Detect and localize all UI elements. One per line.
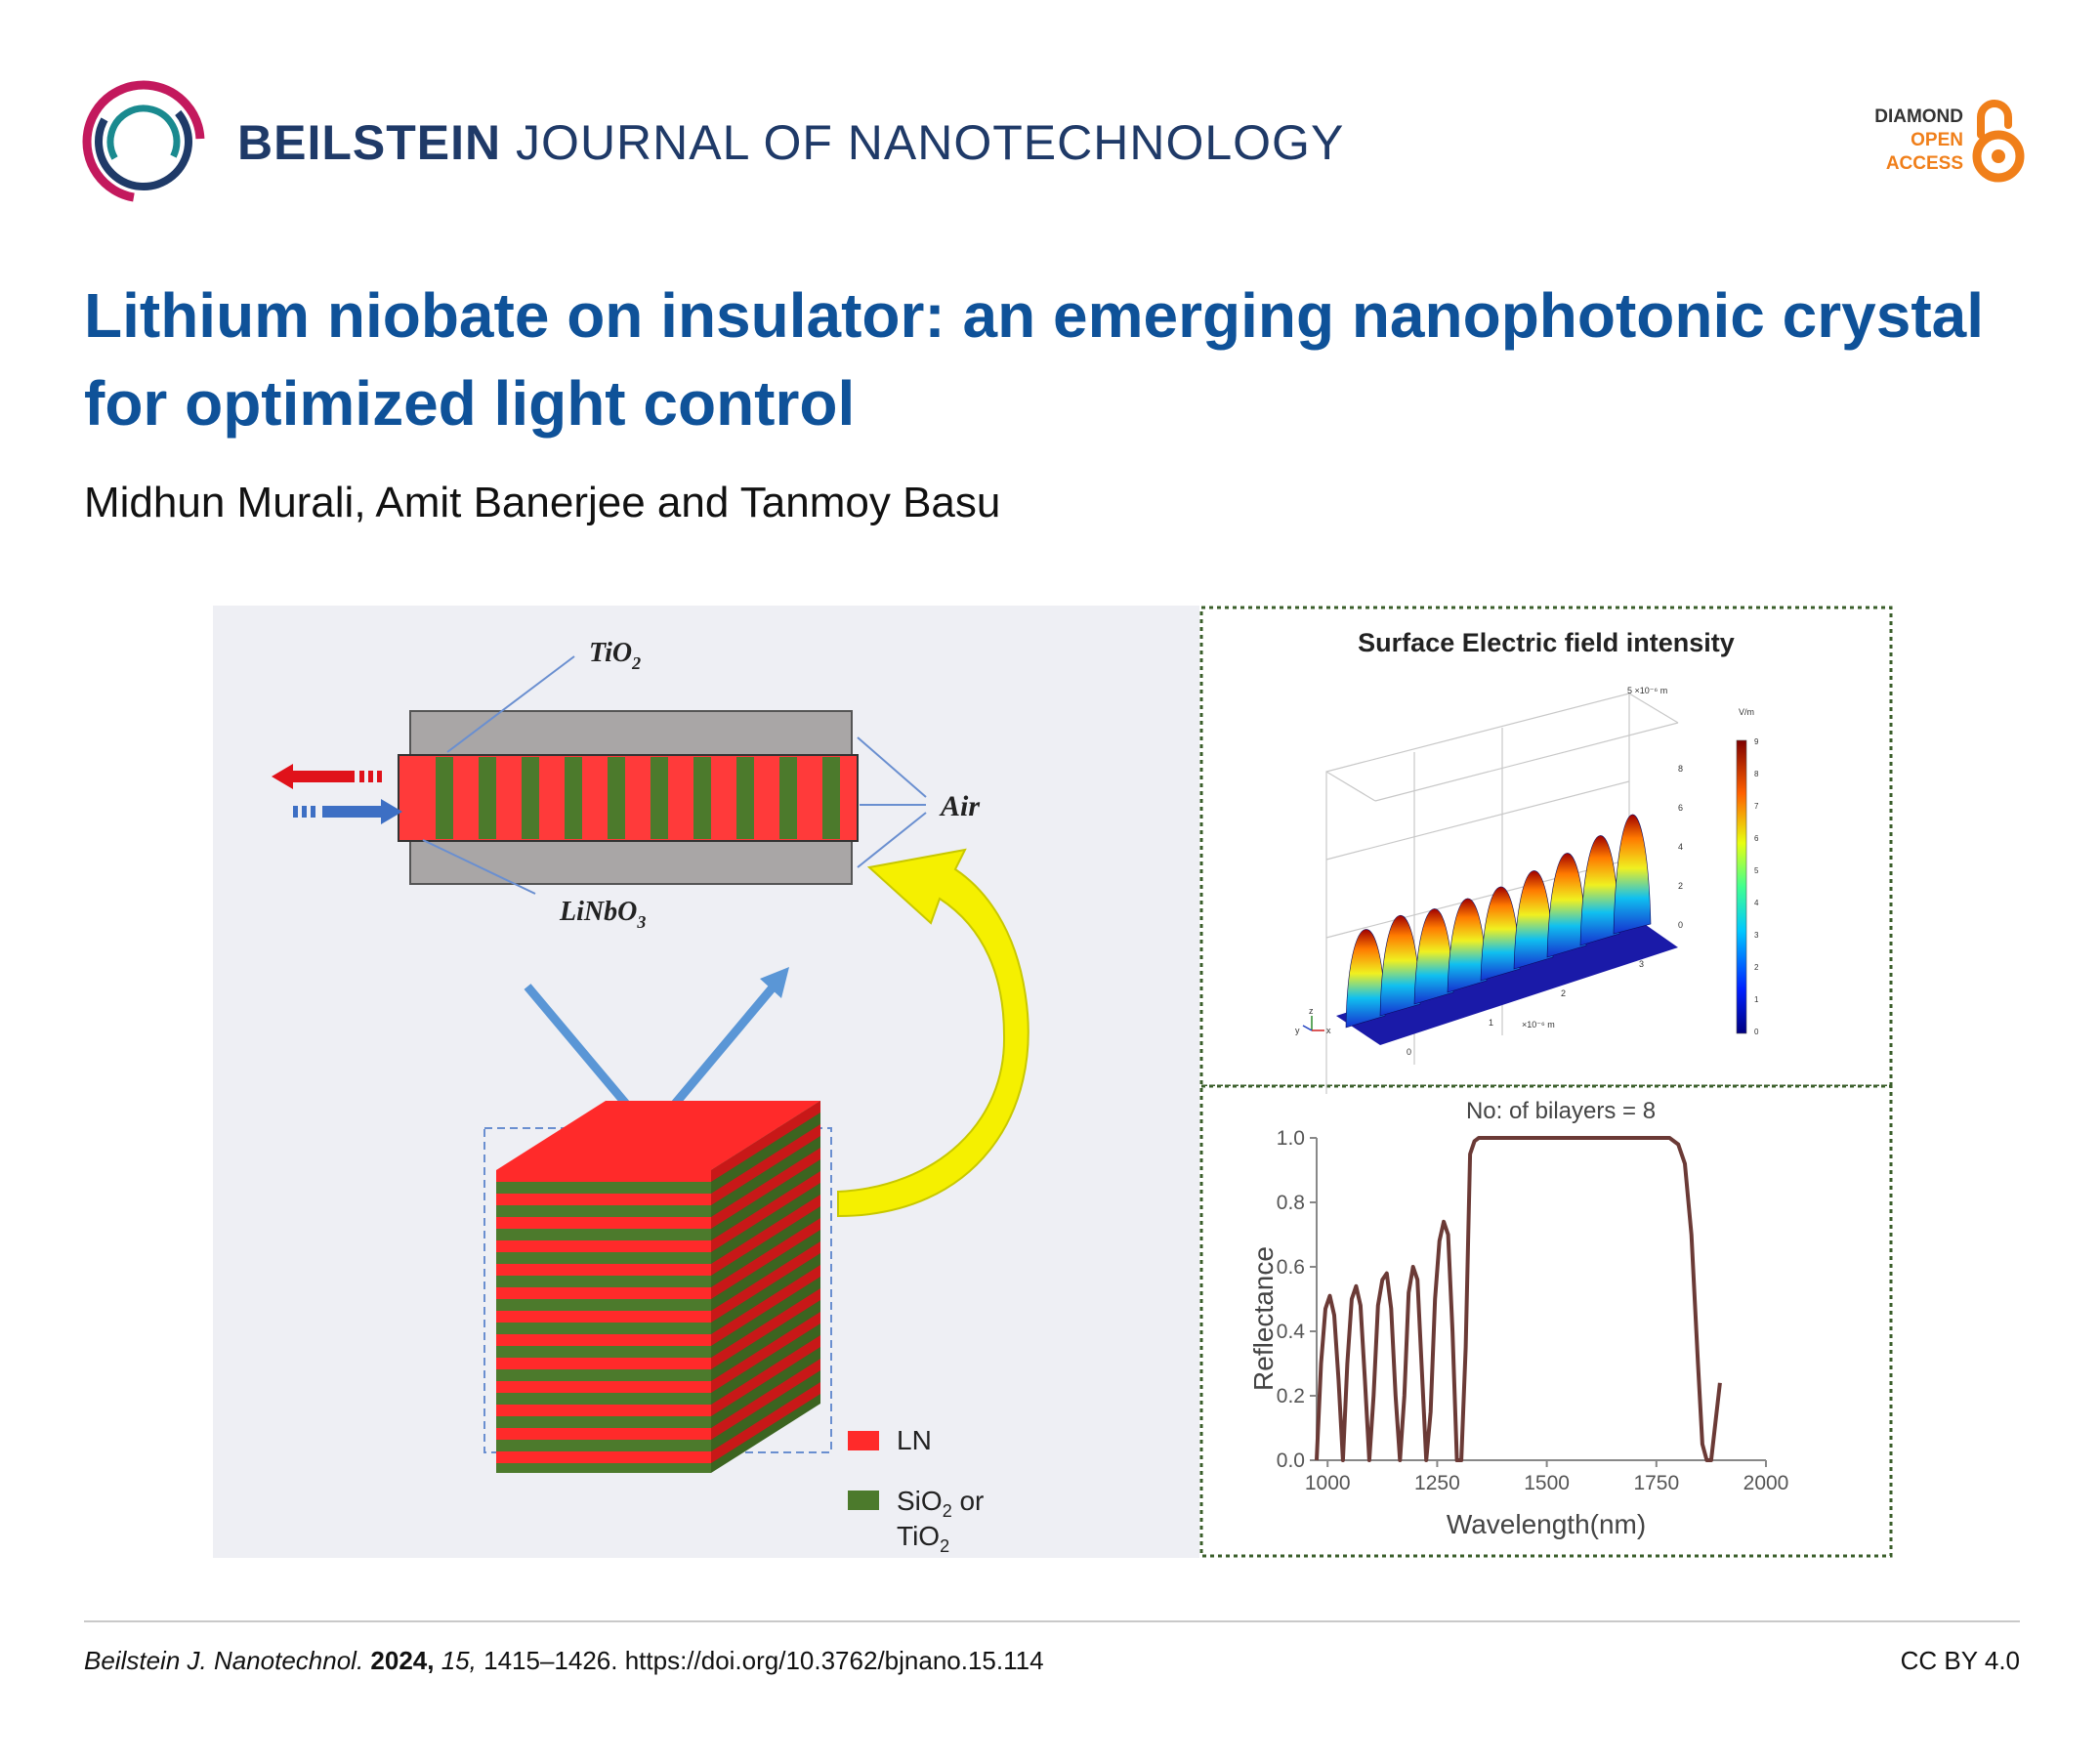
x-tick-label: 1000: [1305, 1472, 1351, 1494]
z-tick-2: 2: [1678, 881, 1683, 891]
linbo3-leader: [422, 839, 536, 895]
cb-tick-2: 2: [1754, 963, 1759, 972]
footer-divider: [84, 1620, 2020, 1622]
legend-swatch-ln: [848, 1431, 879, 1450]
legend-label-tio2: TiO2: [897, 1521, 949, 1556]
cb-tick-4: 4: [1754, 899, 1759, 907]
surface-floor: [1336, 920, 1678, 1045]
x-tick-label: 1250: [1414, 1472, 1460, 1494]
oa-line-1: DIAMOND: [1874, 106, 1963, 127]
logo-ring-outer: [82, 80, 205, 203]
air-leader-bottom: [857, 812, 927, 868]
surface-plot-frame: [1199, 606, 1893, 1088]
colorbar: [1736, 739, 1747, 1034]
y-tick-label: 0.4: [1277, 1321, 1306, 1343]
cb-tick-5: 5: [1754, 866, 1759, 875]
waveguide-schematic: TiO2 Air LiNbO3: [272, 638, 980, 932]
cb-tick-6: 6: [1754, 834, 1759, 843]
x-tick-label: 2000: [1743, 1472, 1789, 1494]
citation-doi[interactable]: 1415–1426. https://doi.org/10.3762/bjnan…: [483, 1646, 1044, 1675]
legend-swatch-sio2: [848, 1491, 879, 1510]
z-scale: 5 ×10⁻⁶ m: [1627, 686, 1667, 695]
journal-name-bold: BEILSTEIN: [237, 115, 502, 170]
tio2-leader: [446, 655, 575, 753]
logo-ring-middle: [95, 93, 192, 190]
surface-plot-title: Surface Electric field intensity: [1358, 628, 1735, 657]
x-tick-label: 1500: [1524, 1472, 1570, 1494]
y-tick-label: 0.8: [1277, 1192, 1305, 1214]
z-tick-8: 8: [1678, 764, 1683, 774]
article-title: Lithium niobate on insulator: an emergin…: [84, 280, 1984, 439]
linbo3-label: LiNbO3: [559, 897, 646, 932]
graphical-abstract: TiO2 Air LiNbO3: [213, 606, 1893, 1558]
cb-tick-0: 0: [1754, 1028, 1759, 1036]
reflectance-ylabel: Reflectance: [1248, 1246, 1279, 1391]
incident-arrow-dashes: [293, 806, 315, 818]
multilayer-stack: [483, 1101, 832, 1473]
journal-name-rest: JOURNAL OF NANOTECHNOLOGY: [516, 115, 1345, 170]
citation: Beilstein J. Nanotechnol. 2024, 15, 1415…: [84, 1646, 1044, 1676]
tio2-label: TiO2: [589, 638, 641, 673]
cb-tick-9: 9: [1754, 737, 1759, 746]
z-tick-4: 4: [1678, 842, 1683, 852]
citation-year: 2024,: [370, 1646, 435, 1675]
x-tick-1: 1: [1489, 1018, 1493, 1028]
cb-tick-8: 8: [1754, 770, 1759, 778]
y-tick-label: 1.0: [1277, 1127, 1305, 1150]
z-tick-6: 6: [1678, 803, 1683, 813]
svg-text:x: x: [1326, 1026, 1331, 1035]
x-tick-2: 2: [1561, 988, 1566, 998]
cb-tick-3: 3: [1754, 931, 1759, 940]
open-lock-icon: [1972, 100, 2025, 183]
z-tick-0: 0: [1678, 920, 1683, 930]
cb-tick-1: 1: [1754, 995, 1759, 1004]
y-tick-label: 0.2: [1277, 1385, 1305, 1407]
y-tick-label: 0.6: [1277, 1256, 1305, 1279]
surface-plot: Surface Electric field intensity: [1295, 628, 1759, 1094]
logo-ring-inner: [106, 105, 181, 179]
open-access-label: DIAMOND OPEN ACCESS: [1836, 105, 1963, 176]
svg-text:y: y: [1295, 1026, 1300, 1035]
x-scale: ×10⁻⁶ m: [1522, 1020, 1555, 1029]
article-authors: Midhun Murali, Amit Banerjee and Tanmoy …: [84, 479, 1001, 526]
reflectance-chart-title: No: of bilayers = 8: [1466, 1098, 1656, 1124]
legend-label-sio2: SiO2 or: [897, 1486, 984, 1521]
surface-peaks: [1345, 814, 1652, 1029]
air-leader-top: [857, 736, 927, 798]
stack-legend: LN SiO2 or TiO2: [848, 1425, 984, 1556]
reflected-light-arrowhead: [760, 967, 789, 998]
incident-arrow-icon: [322, 799, 402, 824]
reflectance-chart: No: of bilayers = 8 Wavelength(nm) Refle…: [1248, 1098, 1788, 1539]
x-tick-3: 3: [1639, 959, 1644, 969]
y-tick-label: 0.0: [1277, 1449, 1305, 1472]
oa-line-3: ACCESS: [1885, 153, 1963, 174]
legend-label-ln: LN: [897, 1425, 932, 1455]
curved-arrow-icon: [837, 848, 1029, 1218]
stack-top-face: [496, 1101, 820, 1170]
reflectance-series-line: [1315, 1136, 1722, 1462]
stack-side-face: [711, 1101, 820, 1473]
oa-line-2: OPEN: [1911, 130, 1963, 150]
cb-tick-7: 7: [1754, 802, 1759, 811]
colorbar-unit: V/m: [1739, 707, 1754, 717]
journal-name: BEILSTEIN JOURNAL OF NANOTECHNOLOGY: [237, 114, 1344, 171]
x-tick-0: 0: [1407, 1047, 1411, 1057]
core-green-stripes: [436, 757, 840, 839]
reflected-arrow-dashes: [359, 771, 382, 782]
reflected-arrow-icon: [272, 764, 355, 789]
reflectance-xlabel: Wavelength(nm): [1447, 1509, 1646, 1539]
citation-volume: 15,: [441, 1646, 477, 1675]
license[interactable]: CC BY 4.0: [1900, 1646, 2020, 1675]
svg-text:z: z: [1309, 1006, 1314, 1016]
journal-logo: [82, 80, 205, 203]
air-label: Air: [939, 790, 980, 822]
axes-orientation-icon: z y x: [1295, 1006, 1331, 1035]
citation-journal: Beilstein J. Nanotechnol.: [84, 1646, 364, 1675]
x-tick-label: 1750: [1633, 1472, 1679, 1494]
stack-front-face: [496, 1170, 711, 1473]
